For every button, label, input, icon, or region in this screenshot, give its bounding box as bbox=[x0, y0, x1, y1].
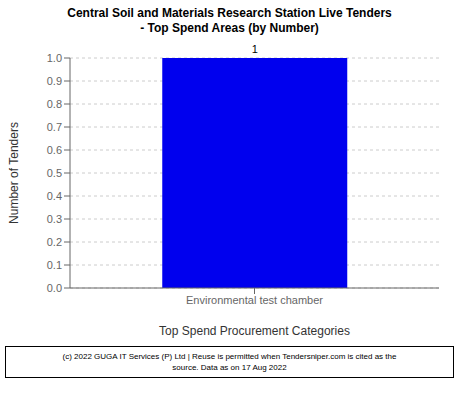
svg-text:0.2: 0.2 bbox=[47, 236, 62, 248]
html-text:- Top Spend Areas (by Number): - Top Spend Areas (by Number) bbox=[140, 21, 319, 35]
svg-text:Number of Tenders: Number of Tenders bbox=[8, 122, 21, 224]
svg-text:1.0: 1.0 bbox=[47, 52, 62, 64]
svg-text:0.5: 0.5 bbox=[47, 167, 62, 179]
html-text:(c) 2022 GUGA IT Services (P): (c) 2022 GUGA IT Services (P) Ltd | Reus… bbox=[62, 352, 397, 372]
svg-text:Environmental test chamber: Environmental test chamber bbox=[186, 294, 323, 306]
svg-text:0.6: 0.6 bbox=[47, 144, 62, 156]
svg-text:0.7: 0.7 bbox=[47, 121, 62, 133]
svg-text:0.1: 0.1 bbox=[47, 259, 62, 271]
svg-text:0.3: 0.3 bbox=[47, 213, 62, 225]
svg-text:Top Spend Procurement Categori: Top Spend Procurement Categories bbox=[159, 324, 350, 338]
svg-text:0.9: 0.9 bbox=[47, 75, 62, 87]
html-text:Central Soil and Materials Res: Central Soil and Materials Research Stat… bbox=[67, 6, 392, 20]
svg-text:1: 1 bbox=[252, 43, 258, 55]
svg-text:0.4: 0.4 bbox=[47, 190, 62, 202]
svg-text:0.0: 0.0 bbox=[47, 282, 62, 294]
svg-text:0.8: 0.8 bbox=[47, 98, 62, 110]
